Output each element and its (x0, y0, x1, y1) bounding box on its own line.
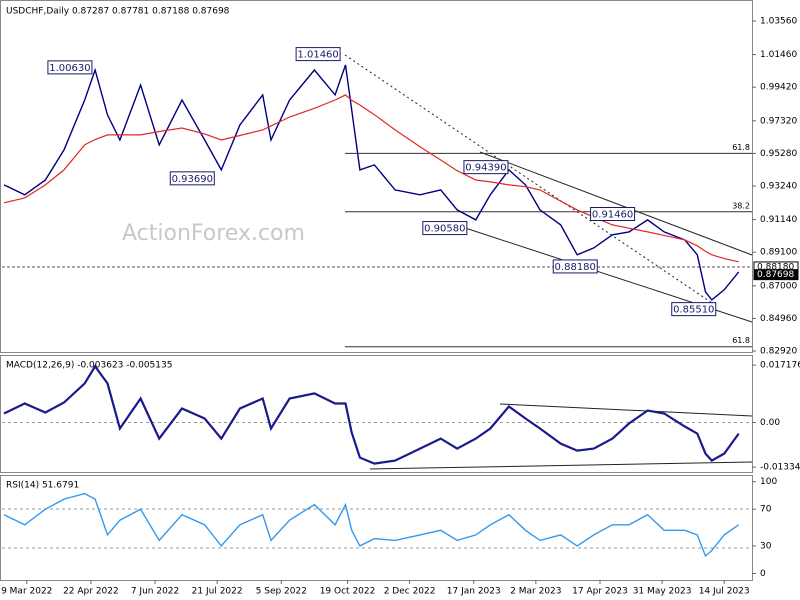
annotation-label: 0.94390 (465, 163, 506, 174)
panel-title: MACD(12,26,9) -0.003623 -0.005135 (6, 361, 172, 371)
y-tick-label: 0.84960 (760, 314, 797, 324)
y-tick-label: 0.99420 (760, 83, 797, 93)
series-line (3, 64, 740, 301)
x-tick-label: 31 May 2023 (633, 587, 692, 597)
x-tick-label: 9 Mar 2022 (1, 587, 52, 597)
x-tick-label: 5 Sep 2022 (256, 587, 307, 597)
series-line (3, 364, 740, 465)
fib-label: 61.8 (732, 143, 750, 152)
series-line (3, 492, 740, 558)
annotation-box (422, 221, 468, 236)
y-tick-label: 100 (760, 477, 777, 487)
x-tick-label: 2 Dec 2022 (384, 587, 436, 597)
annotation-label: 0.93690 (172, 174, 213, 185)
annotation-box (590, 206, 636, 221)
y-tick-label: 70 (760, 505, 772, 515)
macd-frame (0, 355, 753, 473)
trendline (344, 54, 719, 308)
annotation-box (47, 60, 93, 75)
annotation-label: 0.88180 (555, 262, 596, 273)
y-tick-label: 0.017176 (760, 361, 800, 371)
annotation-label: 0.85510 (673, 305, 714, 316)
y-tick-label: 0.89100 (760, 248, 797, 258)
y-tick-label: 0.00 (760, 418, 780, 428)
fib-label: 38.2 (732, 201, 750, 210)
annotation-box (169, 171, 215, 186)
price-box (753, 269, 799, 281)
watermark: ActionForex.com (122, 221, 305, 246)
annotation-label: 1.01460 (297, 50, 338, 61)
annotation-box (671, 302, 717, 317)
x-tick-label: 17 Jan 2023 (447, 587, 501, 597)
x-tick-label: 22 Apr 2022 (63, 587, 119, 597)
annotation-box (463, 160, 509, 175)
main-frame (0, 0, 753, 353)
annotation-box (295, 47, 341, 62)
x-tick-label: 14 Jul 2023 (699, 587, 750, 597)
rsi-frame (0, 475, 753, 581)
y-tick-label: 30 (760, 541, 772, 551)
annotation-label: 0.91460 (592, 209, 633, 220)
panel-title: USDCHF,Daily 0.87287 0.87781 0.87188 0.8… (6, 7, 230, 17)
x-tick-label: 7 Jun 2022 (131, 587, 179, 597)
y-tick-label: 1.03560 (760, 17, 797, 27)
annotation-label: 0.90580 (424, 224, 465, 235)
y-tick-label: -0.01334 (760, 463, 800, 473)
x-tick-label: 17 Apr 2023 (572, 587, 628, 597)
channel-upper (479, 151, 753, 256)
y-tick-label: 0.91140 (760, 215, 797, 225)
x-tick-label: 21 Jul 2022 (192, 587, 243, 597)
panel-title: RSI(14) 51.6791 (6, 481, 79, 491)
y-tick-label: 0.97320 (760, 116, 797, 126)
series-line (3, 94, 739, 263)
x-tick-label: 2 Mar 2023 (510, 587, 561, 597)
price-label: 0.88180 (757, 262, 794, 272)
macd-trendline (499, 403, 753, 417)
macd-trendline (369, 461, 753, 470)
y-tick-label: 0 (760, 569, 766, 579)
y-tick-label: 0.82920 (760, 347, 797, 357)
annotation-box (552, 259, 598, 274)
fib-label: 61.8 (732, 336, 750, 345)
x-tick-label: 19 Oct 2022 (320, 587, 376, 597)
y-tick-label: 0.95280 (760, 149, 797, 159)
price-label: 0.87698 (757, 270, 794, 280)
y-tick-label: 0.87000 (760, 281, 797, 291)
annotation-label: 1.00630 (49, 63, 90, 74)
y-tick-label: 1.01460 (760, 50, 797, 60)
y-tick-label: 0.93240 (760, 182, 797, 192)
